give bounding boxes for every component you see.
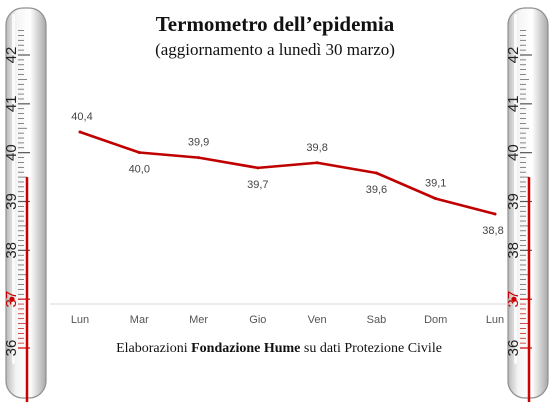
- data-point: [256, 166, 260, 170]
- scale-label-41: 41: [505, 95, 522, 112]
- scale-label-41: 41: [3, 95, 20, 112]
- scale-label-39: 39: [3, 193, 20, 210]
- data-label: 39,8: [306, 142, 327, 154]
- data-point: [493, 212, 497, 216]
- glass-highlight: [514, 14, 517, 364]
- scale-label-37: 37: [505, 291, 522, 308]
- x-tick-label: Lun: [486, 314, 504, 326]
- scale-label-39: 39: [505, 193, 522, 210]
- scale-label-37: 37: [3, 291, 20, 308]
- series-line: [79, 130, 496, 216]
- scale-label-38: 38: [3, 242, 20, 259]
- credit-organization: Fondazione Hume: [191, 341, 301, 356]
- data-point: [434, 197, 438, 201]
- data-label: 39,1: [425, 178, 446, 190]
- data-point: [78, 130, 82, 134]
- data-point: [374, 171, 378, 175]
- data-label: 39,6: [366, 184, 387, 196]
- x-tick-label: Mar: [130, 314, 149, 326]
- credit-suffix: su dati Protezione Civile: [300, 341, 442, 356]
- credit-prefix: Elaborazioni: [116, 341, 192, 356]
- normal-temperature-dot: [511, 296, 517, 302]
- scale-label-42: 42: [3, 47, 20, 64]
- scale-label-38: 38: [505, 242, 522, 259]
- glass-highlight: [12, 14, 15, 364]
- data-label: 39,7: [247, 179, 268, 191]
- data-point: [315, 161, 319, 165]
- scale-label-36: 36: [505, 340, 522, 357]
- x-tick-label: Dom: [424, 314, 447, 326]
- data-point: [137, 151, 141, 154]
- scale-label-42: 42: [505, 47, 522, 64]
- x-tick-label: Mer: [189, 314, 208, 326]
- chart-subtitle: (aggiornamento a lunedì 30 marzo): [155, 40, 395, 59]
- scale-label-40: 40: [505, 144, 522, 161]
- scale-label-40: 40: [3, 144, 20, 161]
- data-label: 40,0: [129, 164, 150, 176]
- scale-label-36: 36: [3, 340, 20, 357]
- data-point: [197, 156, 201, 160]
- chart-title: Termometro dell’epidemia: [155, 12, 395, 36]
- data-label: 39,9: [188, 137, 209, 149]
- x-tick-label: Lun: [71, 314, 89, 326]
- x-tick-label: Gio: [249, 314, 266, 326]
- x-tick-label: Ven: [308, 314, 327, 326]
- normal-temperature-dot: [9, 296, 15, 302]
- data-label: 40,4: [71, 111, 92, 123]
- source-credit: Elaborazioni Fondazione Hume su dati Pro…: [0, 341, 550, 357]
- data-label: 38,8: [482, 225, 503, 237]
- x-tick-label: Sab: [367, 314, 387, 326]
